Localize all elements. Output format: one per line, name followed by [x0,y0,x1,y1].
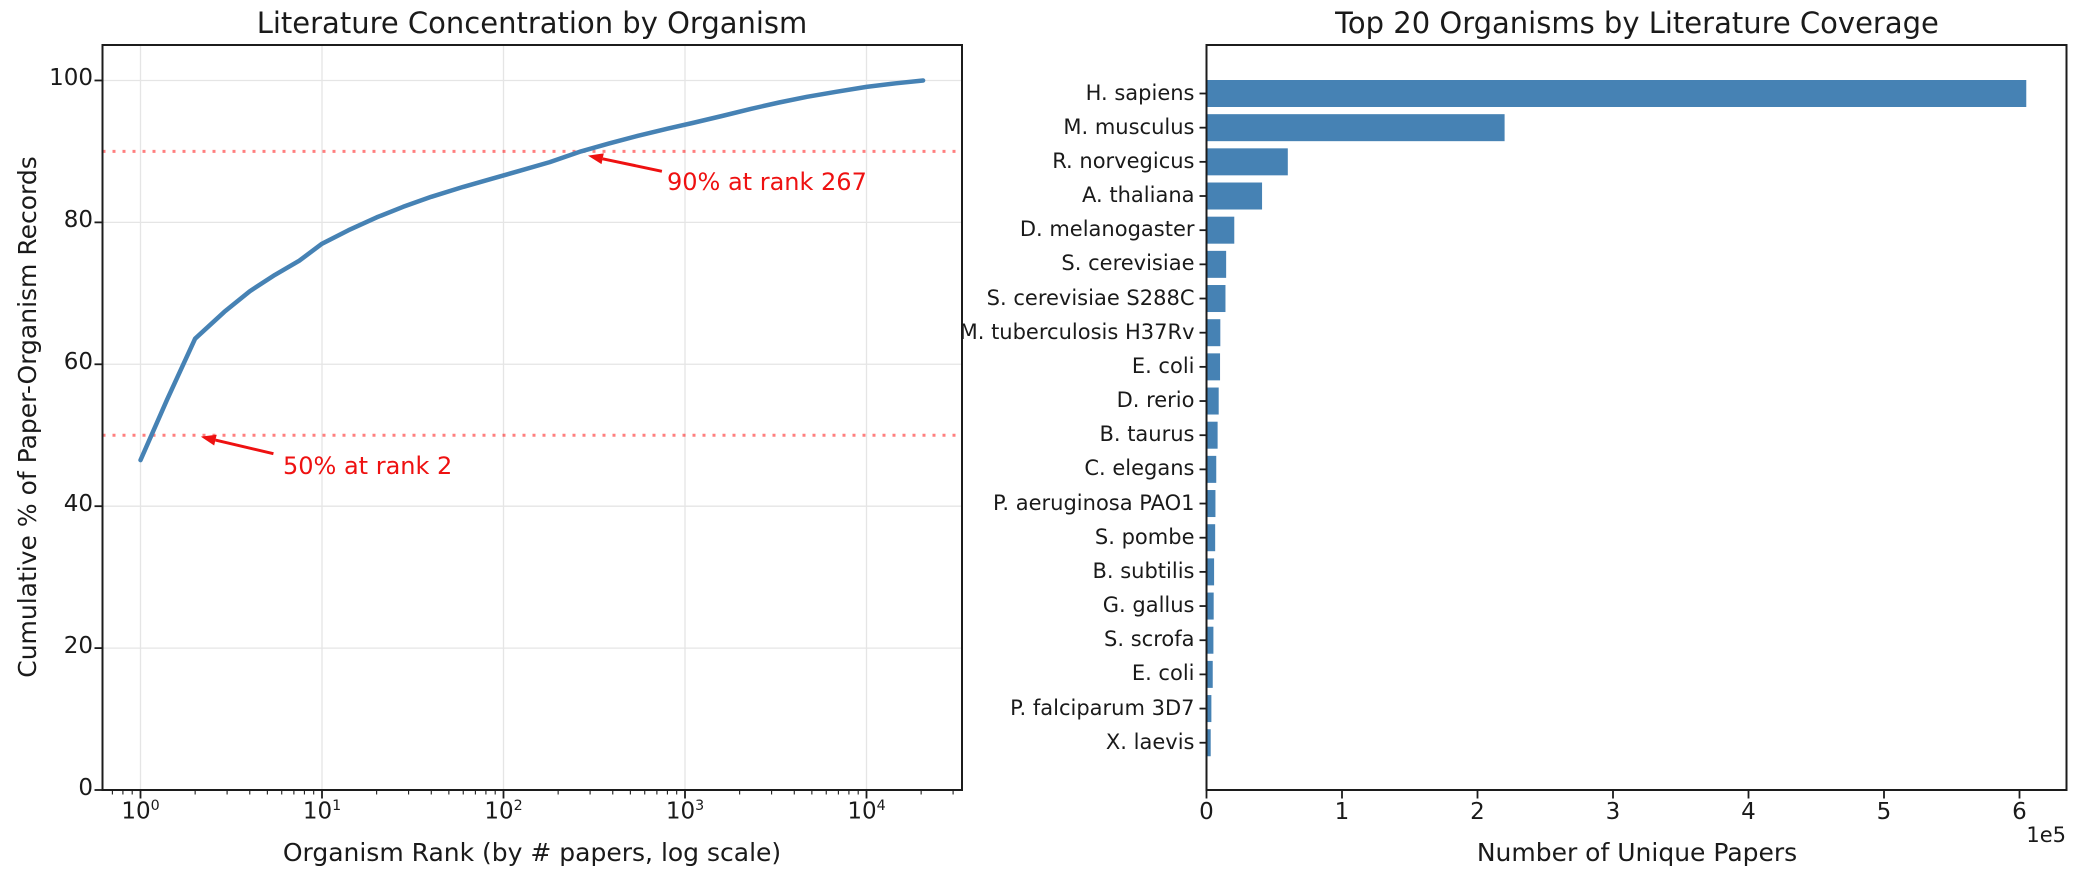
top20-bar-chart [1199,44,2068,799]
x-tick-exponent: 2 [513,798,523,814]
x-tick-label: 102 [484,798,523,825]
y-tick-label: 60 [63,349,93,376]
x-tick-label: 100 [121,798,160,825]
bar-b-taurus [1206,421,1218,449]
category-label: E. coli [1131,353,1195,378]
category-label: S. cerevisiae [1061,251,1195,276]
bar-d-melanogaster [1206,216,1235,244]
category-label: B. subtilis [1092,558,1195,583]
y-tick-label: 80 [63,207,93,234]
bar-p-falciparum-3d7 [1206,695,1212,723]
y-tick-label: 100 [49,65,93,92]
x-tick-exponent: 1 [332,798,342,814]
x-tick-label: 2 [1470,799,1485,825]
bar-h-sapiens [1206,80,2027,107]
annotation-arrow-shaft-1 [602,157,663,173]
annotation-90pct-label: 90% at rank 267 [667,168,867,196]
category-label: R. norvegicus [1052,148,1195,173]
category-label: P. aeruginosa PAO1 [993,490,1195,515]
x-tick-label: 5 [1876,799,1892,825]
axis-offset-label: 1e5 [2026,823,2066,847]
x-tick-label: 3 [1605,799,1621,825]
x-tick-label: 101 [302,798,342,825]
bar-g-gallus [1206,592,1214,620]
x-tick-label: 103 [665,798,705,825]
category-label: D. rerio [1116,388,1195,413]
category-label: X. laevis [1105,729,1195,754]
category-label: H. sapiens [1085,80,1195,105]
right-x-axis-label: Number of Unique Papers [1476,838,1798,867]
bar-s-cerevisiae [1206,250,1227,278]
plot-spines [1205,44,2068,791]
bar-m-musculus [1206,114,1505,142]
category-label: G. gallus [1102,593,1195,618]
category-label: E. coli [1131,661,1195,686]
annotation-50pct-label: 50% at rank 2 [283,452,453,480]
category-label: S. pombe [1094,524,1195,549]
bar-s-scrofa [1206,626,1214,654]
annotation-arrow-head-0 [200,434,217,446]
bar-c-elegans [1206,455,1217,483]
x-tick-label: 4 [1741,799,1756,825]
right-chart-title: Top 20 Organisms by Literature Coverage [1335,6,1939,40]
bar-m-tuberculosis-h37rv [1206,319,1221,347]
plot-spines [101,44,963,791]
left-chart-title: Literature Concentration by Organism [256,6,808,40]
x-tick-label: 1 [1334,799,1350,825]
category-label: C. elegans [1084,456,1195,481]
category-label: A. thaliana [1082,183,1195,207]
bar-e-coli [1206,353,1221,381]
x-tick-label: 6 [2012,799,2027,825]
annotation-arrow-shaft-0 [215,438,274,456]
bar-r-norvegicus [1206,148,1288,176]
bar-s-pombe [1206,524,1216,552]
x-tick-exponent: 0 [150,798,160,814]
category-label: M. tuberculosis H37Rv [959,319,1195,344]
y-tick-label: 0 [78,775,93,801]
category-label: B. taurus [1099,422,1195,447]
annotation-arrow-head-1 [587,153,604,165]
left-x-axis-label: Organism Rank (by # papers, log scale) [282,838,782,867]
category-label: S. cerevisiae S288C [986,285,1195,310]
concentration-line-chart [94,44,963,799]
y-tick-label: 20 [63,633,93,660]
x-tick-exponent: 3 [695,798,705,814]
bar-x-laevis [1206,729,1211,757]
bar-a-thaliana [1206,182,1263,210]
bar-s-cerevisiae-s288c [1206,285,1226,313]
bar-d-rerio [1206,387,1219,415]
x-tick-exponent: 4 [876,798,886,814]
x-tick-label: 104 [847,798,886,825]
bar-p-aeruginosa-pao1 [1206,490,1216,518]
bar-e-coli [1206,660,1213,688]
left-y-axis-label: Cumulative % of Paper-Organism Records [12,156,42,678]
bar-b-subtilis [1206,558,1215,586]
category-label: M. musculus [1063,114,1195,139]
y-tick-label: 40 [63,491,93,518]
category-label: S. scrofa [1104,627,1195,652]
x-tick-label: 0 [1199,799,1214,825]
category-label: P. falciparum 3D7 [1010,695,1195,720]
category-label: D. melanogaster [1019,217,1195,242]
series-line [138,78,926,463]
